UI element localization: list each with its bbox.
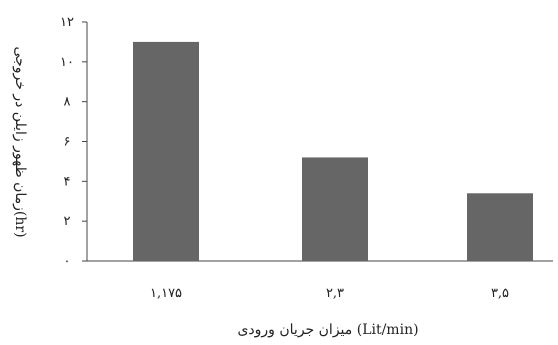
y-tick-label: ۰: [64, 254, 71, 269]
x-axis: ۱,۱۷۵ ۲,۳ ۳,۵: [87, 260, 553, 301]
y-tick-label: ۱۰: [60, 55, 74, 70]
y-axis: ۰ ۲ ۴ ۶ ۸ ۱۰ ۱۲: [60, 15, 88, 269]
bar: [467, 193, 533, 261]
x-tick-label: ۱,۱۷۵: [150, 286, 182, 301]
x-tick-label: ۳,۵: [491, 286, 509, 301]
y-tick-label: ۱۲: [60, 15, 74, 30]
y-axis-title: زمان ظهور زایلن در خروجی(hr): [12, 46, 28, 237]
y-tick-label: ۶: [64, 135, 71, 150]
bar: [133, 41, 199, 261]
x-tick-label: ۲,۳: [326, 286, 344, 301]
y-tick-label: ۲: [64, 214, 71, 229]
x-axis-title: میزان جریان ورودی (Lit/min): [237, 322, 418, 338]
y-tick-label: ۴: [64, 174, 71, 189]
y-tick-label: ۸: [64, 95, 71, 110]
bar: [302, 157, 368, 261]
bars: [133, 41, 533, 261]
